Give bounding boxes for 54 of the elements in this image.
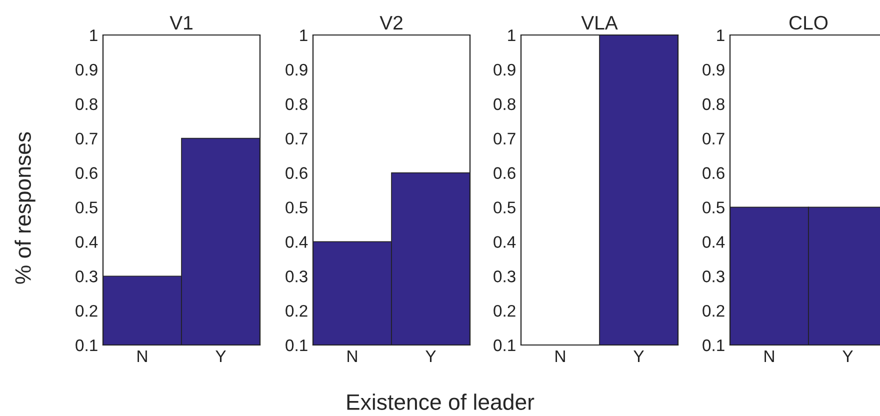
y-tick-label: 0.5 bbox=[76, 202, 98, 214]
x-tick-label: N bbox=[138, 350, 147, 362]
chart-title: VLA bbox=[581, 16, 618, 30]
y-tick-label: 0.5 bbox=[494, 202, 516, 214]
y-tick-label: 0.8 bbox=[76, 98, 98, 110]
chart-title: CLO bbox=[790, 16, 828, 30]
y-tick-label: 0.3 bbox=[76, 270, 98, 282]
y-tick-label: 0.3 bbox=[286, 270, 308, 282]
y-tick-label: 0.6 bbox=[702, 167, 724, 179]
y-tick-label: 0.5 bbox=[702, 202, 724, 214]
y-tick-label: 0.4 bbox=[494, 236, 516, 248]
y-tick-label: 0.1 bbox=[494, 339, 516, 352]
y-tick-label: 0.8 bbox=[286, 98, 308, 110]
y-tick-label: 0.3 bbox=[494, 270, 516, 282]
y-tick-label: 0.6 bbox=[494, 167, 516, 179]
x-axis-title: Existence of leader bbox=[347, 394, 534, 410]
y-tick-label: 0.6 bbox=[76, 167, 98, 179]
y-axis-title: % of responses bbox=[14, 132, 36, 284]
y-tick-label: 1 bbox=[90, 30, 98, 42]
y-tick-label: 0.7 bbox=[702, 132, 724, 145]
y-tick-label: 0.2 bbox=[702, 304, 724, 317]
y-tick-label: 0.1 bbox=[286, 339, 308, 352]
y-tick-label: 0.2 bbox=[76, 304, 98, 317]
y-tick-label: 0.4 bbox=[76, 236, 98, 248]
x-tick-label: N bbox=[764, 350, 774, 362]
y-tick-label: 0.7 bbox=[494, 132, 516, 145]
y-tick-label: 0.7 bbox=[76, 132, 98, 145]
x-tick-label: N bbox=[556, 350, 565, 362]
y-tick-label: 0.5 bbox=[286, 202, 308, 214]
y-tick-label: 0.8 bbox=[494, 98, 516, 110]
y-tick-label: 0.9 bbox=[286, 64, 308, 76]
y-tick-label: 1 bbox=[300, 30, 308, 42]
y-tick-label: 0.1 bbox=[76, 339, 98, 352]
y-tick-label: 0.9 bbox=[76, 64, 98, 76]
y-tick-label: 0.4 bbox=[286, 236, 308, 248]
x-tick-label: N bbox=[348, 350, 357, 362]
x-tick-label: Y bbox=[634, 350, 644, 362]
y-tick-label: 0.9 bbox=[494, 64, 516, 76]
y-tick-label: 0.3 bbox=[702, 270, 724, 282]
y-tick-label: 1 bbox=[717, 30, 724, 42]
y-tick-label: 0.4 bbox=[702, 236, 725, 248]
y-tick-label: 0.7 bbox=[286, 132, 308, 145]
y-tick-label: 0.6 bbox=[286, 167, 308, 179]
x-tick-label: Y bbox=[426, 350, 436, 362]
y-tick-label: 0.8 bbox=[702, 98, 724, 110]
y-tick-label: 0.2 bbox=[494, 304, 516, 317]
y-tick-label: 0.2 bbox=[286, 304, 308, 317]
chart-title: V1 bbox=[170, 16, 192, 30]
y-tick-label: 0.9 bbox=[702, 64, 724, 76]
chart-title: V2 bbox=[380, 16, 402, 30]
x-tick-label: Y bbox=[842, 350, 853, 362]
y-tick-label: 0.1 bbox=[702, 339, 724, 352]
y-tick-label: 1 bbox=[508, 30, 516, 42]
x-tick-label: Y bbox=[216, 350, 226, 362]
